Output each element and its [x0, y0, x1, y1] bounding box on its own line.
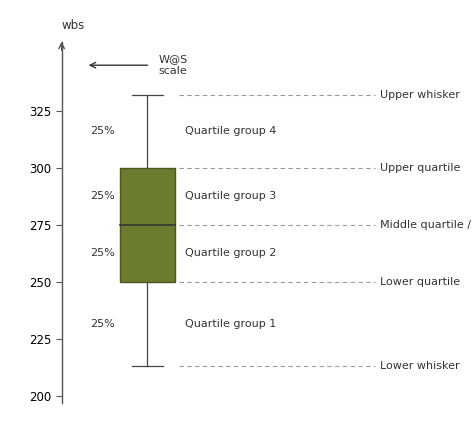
Text: Lower whisker: Lower whisker — [380, 361, 459, 371]
Text: 25%: 25% — [90, 248, 115, 258]
Bar — [120, 168, 175, 282]
Text: wbs: wbs — [61, 19, 84, 31]
Text: Quartile group 2: Quartile group 2 — [185, 248, 276, 258]
Text: Middle quartile / median: Middle quartile / median — [380, 220, 474, 230]
Text: 25%: 25% — [90, 319, 115, 329]
Text: 25%: 25% — [90, 126, 115, 137]
Text: Upper quartile: Upper quartile — [380, 163, 460, 173]
Text: Lower quartile: Lower quartile — [380, 277, 460, 287]
Text: Upper whisker: Upper whisker — [380, 90, 459, 100]
Text: Quartile group 4: Quartile group 4 — [185, 126, 276, 137]
Text: 25%: 25% — [90, 191, 115, 201]
Text: W@S
scale: W@S scale — [158, 54, 188, 76]
Text: Quartile group 3: Quartile group 3 — [185, 191, 276, 201]
Text: Quartile group 1: Quartile group 1 — [185, 319, 276, 329]
